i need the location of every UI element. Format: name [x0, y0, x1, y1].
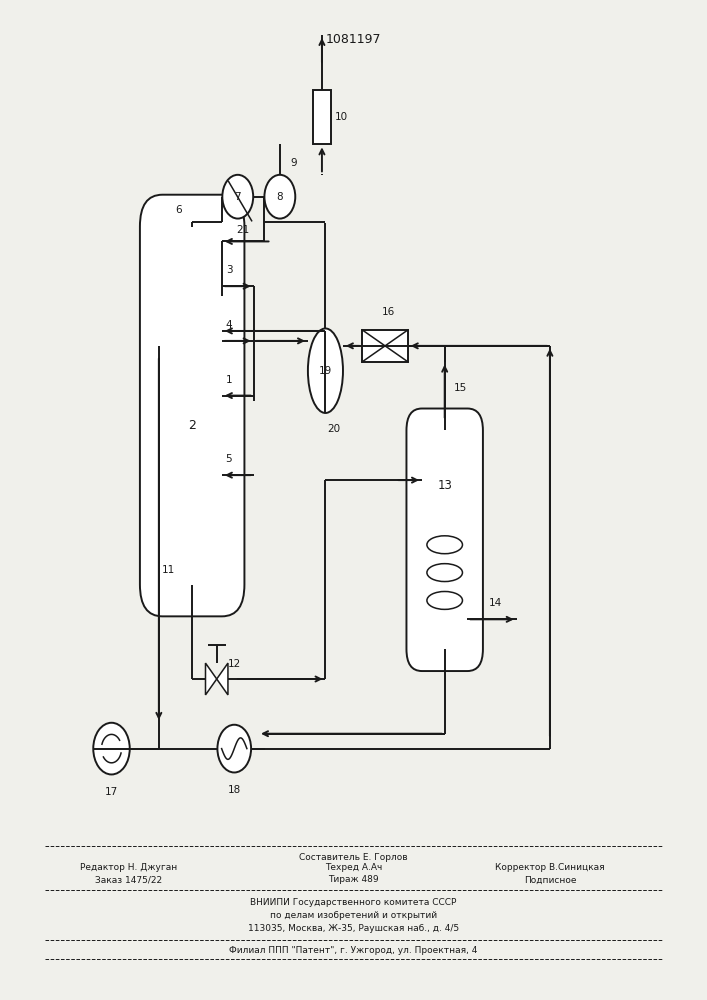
Text: 8: 8	[276, 192, 284, 202]
Text: 7: 7	[235, 192, 241, 202]
Polygon shape	[217, 663, 228, 695]
Ellipse shape	[427, 564, 462, 582]
Text: 1081197: 1081197	[326, 33, 381, 46]
Text: Составитель Е. Горлов: Составитель Е. Горлов	[299, 853, 408, 862]
Text: 20: 20	[327, 424, 341, 434]
Text: 12: 12	[228, 659, 241, 669]
FancyBboxPatch shape	[407, 409, 483, 671]
Text: 19: 19	[319, 366, 332, 376]
Bar	[362, 330, 408, 362]
Ellipse shape	[427, 536, 462, 554]
Text: 15: 15	[453, 383, 467, 393]
Text: 21: 21	[237, 225, 250, 235]
Polygon shape	[206, 663, 217, 695]
Bar	[313, 90, 331, 144]
Text: 113035, Москва, Ж-35, Раушская наб., д. 4/5: 113035, Москва, Ж-35, Раушская наб., д. …	[248, 924, 459, 933]
Ellipse shape	[308, 328, 343, 413]
Text: 9: 9	[291, 158, 297, 168]
Text: 3: 3	[226, 265, 233, 275]
Text: Техред А.Ач: Техред А.Ач	[325, 863, 382, 872]
Text: 2: 2	[188, 419, 196, 432]
Text: 4: 4	[226, 320, 233, 330]
Text: Редактор Н. Джуган: Редактор Н. Джуган	[81, 863, 177, 872]
Text: 18: 18	[228, 785, 241, 795]
Text: 14: 14	[489, 598, 502, 608]
Text: 13: 13	[437, 479, 452, 492]
Circle shape	[218, 725, 251, 772]
Text: Корректор В.Синицкая: Корректор В.Синицкая	[495, 863, 604, 872]
Text: 16: 16	[382, 307, 395, 317]
Circle shape	[93, 723, 130, 774]
Text: 17: 17	[105, 787, 118, 797]
Text: 6: 6	[175, 205, 182, 215]
Text: 1: 1	[226, 375, 233, 385]
Text: 10: 10	[335, 112, 348, 122]
Ellipse shape	[427, 591, 462, 609]
Text: по делам изобретений и открытий: по делам изобретений и открытий	[270, 911, 437, 920]
FancyBboxPatch shape	[140, 195, 245, 616]
Text: 11: 11	[161, 565, 175, 575]
Text: ВНИИПИ Государственного комитета СССР: ВНИИПИ Государственного комитета СССР	[250, 898, 457, 907]
Text: Филиал ППП "Патент", г. Ужгород, ул. Проектная, 4: Филиал ППП "Патент", г. Ужгород, ул. Про…	[229, 946, 478, 955]
Text: Тираж 489: Тираж 489	[328, 875, 379, 884]
Text: Подписное: Подписное	[524, 875, 576, 884]
Text: Заказ 1475/22: Заказ 1475/22	[95, 875, 163, 884]
Circle shape	[264, 175, 296, 219]
Circle shape	[222, 175, 253, 219]
Text: 5: 5	[226, 454, 233, 464]
